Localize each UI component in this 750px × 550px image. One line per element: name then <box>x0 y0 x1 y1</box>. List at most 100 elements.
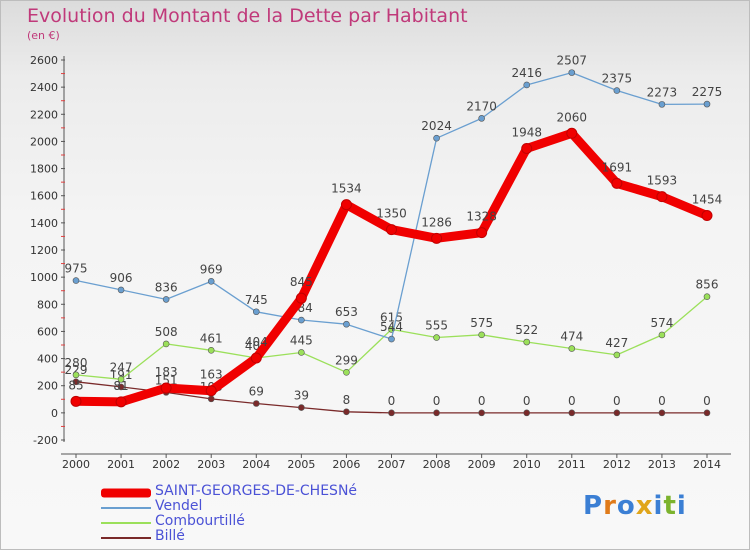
data-point <box>162 296 170 303</box>
x-tick-label: 2008 <box>423 458 451 471</box>
logo-letter: t <box>663 491 677 521</box>
x-tick-label: 2007 <box>378 458 406 471</box>
data-point <box>523 409 531 417</box>
data-point <box>295 292 307 304</box>
y-tick-label: 1600 <box>30 190 58 203</box>
y-tick-label: 2400 <box>30 81 58 94</box>
data-point <box>207 346 215 354</box>
data-label: 183 <box>155 365 178 379</box>
data-point <box>160 382 172 394</box>
data-label: 0 <box>613 394 621 408</box>
y-tick-label: 1200 <box>30 244 58 257</box>
data-point <box>433 409 440 417</box>
y-tick-label: 600 <box>37 325 58 338</box>
data-label: 0 <box>523 394 531 408</box>
data-point <box>72 277 80 284</box>
data-label: 969 <box>200 262 223 276</box>
data-point <box>478 409 485 417</box>
data-label: 445 <box>290 333 313 347</box>
data-label: 1691 <box>602 160 633 174</box>
data-label: 2273 <box>647 85 678 99</box>
legend-label: Combourtillé <box>155 513 245 529</box>
data-point <box>656 191 668 203</box>
data-point <box>521 142 533 154</box>
data-point <box>433 334 440 341</box>
x-tick-label: 2004 <box>242 458 270 471</box>
data-label: 0 <box>388 394 396 408</box>
y-tick-label: 1400 <box>30 217 58 230</box>
data-label: 229 <box>65 363 88 377</box>
data-label: 280 <box>65 356 88 370</box>
data-point <box>343 368 350 376</box>
data-point <box>703 100 711 108</box>
data-label: 404 <box>245 335 268 349</box>
data-label: 2275 <box>692 85 723 99</box>
data-label: 69 <box>249 384 264 398</box>
data-label: 745 <box>245 293 268 307</box>
data-label: 2416 <box>511 66 542 80</box>
data-point <box>431 232 443 244</box>
y-tick-label: 2200 <box>30 108 58 121</box>
data-label: 1286 <box>421 215 452 229</box>
data-point <box>298 404 305 411</box>
y-tick-label: 800 <box>37 298 58 311</box>
data-label: 2024 <box>421 119 452 133</box>
data-label: 1593 <box>647 174 678 188</box>
data-point <box>252 308 260 316</box>
logo-letter: i <box>676 491 687 521</box>
data-point <box>298 316 305 324</box>
data-point <box>611 177 623 189</box>
x-tick-label: 2003 <box>197 458 225 471</box>
data-label: 163 <box>200 368 223 382</box>
data-label: 845 <box>290 275 313 289</box>
data-point <box>117 286 125 294</box>
data-point <box>388 335 395 343</box>
data-point <box>613 87 621 94</box>
x-tick-label: 2011 <box>558 458 586 471</box>
data-label: 1948 <box>511 125 542 139</box>
x-tick-label: 2012 <box>603 458 631 471</box>
legend-label: Billé <box>155 528 185 544</box>
data-label: 2507 <box>557 54 588 68</box>
data-point <box>252 400 260 407</box>
x-tick-label: 2002 <box>152 458 180 471</box>
y-tick-label: 2000 <box>30 135 58 148</box>
data-label: 8 <box>343 393 351 407</box>
x-tick-label: 2010 <box>513 458 541 471</box>
data-label: 81 <box>113 379 128 393</box>
data-label: 1534 <box>331 182 362 196</box>
data-point <box>478 115 485 122</box>
data-point <box>613 351 621 359</box>
data-point <box>613 409 621 417</box>
data-point <box>703 409 711 417</box>
y-tick-label: 200 <box>37 380 58 393</box>
data-point <box>117 376 125 383</box>
data-point <box>72 371 80 379</box>
data-label: 574 <box>650 316 673 330</box>
data-point <box>72 378 80 386</box>
data-label: 0 <box>568 394 576 408</box>
data-point <box>340 199 352 211</box>
data-label: 555 <box>425 319 448 333</box>
logo-letter: o <box>616 491 636 521</box>
data-label: 836 <box>155 280 178 294</box>
data-point <box>386 224 397 236</box>
data-label: 975 <box>65 262 88 276</box>
logo-letter: i <box>653 491 664 521</box>
data-point <box>162 340 170 348</box>
legend-swatch <box>101 488 151 497</box>
data-label: 247 <box>110 360 133 374</box>
proxiti-logo: Proxiti <box>583 491 687 521</box>
data-label: 1350 <box>376 207 407 221</box>
y-tick-label: 400 <box>37 353 58 366</box>
x-tick-label: 2014 <box>693 458 721 471</box>
data-label: 1454 <box>692 193 723 207</box>
chart-title: Evolution du Montant de la Dette par Hab… <box>27 5 468 27</box>
data-point <box>568 69 576 76</box>
data-label: 1328 <box>466 210 497 224</box>
data-point <box>658 101 666 108</box>
chart-subtitle: (en €) <box>27 29 60 42</box>
data-label: 299 <box>335 353 358 367</box>
data-point <box>701 210 713 222</box>
